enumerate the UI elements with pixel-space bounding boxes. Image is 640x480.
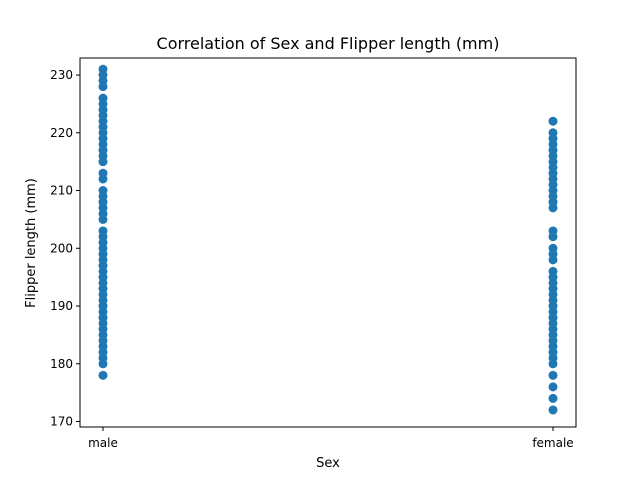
data-point-female-2 bbox=[548, 382, 558, 392]
data-point-male-24 bbox=[98, 226, 108, 236]
x-tick-label-male: male bbox=[88, 436, 118, 450]
data-points bbox=[98, 64, 558, 415]
y-tick-label-200: 200 bbox=[50, 241, 73, 255]
plot-frame bbox=[79, 57, 577, 428]
data-point-female-0 bbox=[548, 405, 558, 415]
y-tick-label-230: 230 bbox=[50, 68, 73, 82]
y-tick-label-170: 170 bbox=[50, 415, 73, 429]
data-point-female-1 bbox=[548, 393, 558, 403]
y-tick-label-190: 190 bbox=[50, 299, 73, 313]
chart-title: Correlation of Sex and Flipper length (m… bbox=[157, 34, 500, 53]
data-point-male-48 bbox=[98, 64, 108, 74]
y-axis-ticks: 170 180 190 200 210 220 230 bbox=[50, 68, 80, 429]
data-point-female-40 bbox=[548, 116, 558, 126]
data-point-male-0 bbox=[98, 370, 108, 380]
y-tick-label-180: 180 bbox=[50, 357, 73, 371]
y-tick-label-210: 210 bbox=[50, 184, 73, 198]
data-point-male-44 bbox=[98, 93, 108, 103]
data-point-female-23 bbox=[548, 243, 558, 253]
data-point-male-30 bbox=[98, 186, 108, 196]
x-tick-label-female: female bbox=[532, 436, 573, 450]
data-point-female-25 bbox=[548, 226, 558, 236]
data-point-female-20 bbox=[548, 266, 558, 276]
y-axis-label: Flipper length (mm) bbox=[24, 178, 39, 308]
x-axis-label: Sex bbox=[316, 456, 340, 471]
y-tick-label-220: 220 bbox=[50, 126, 73, 140]
data-point-male-32 bbox=[98, 168, 108, 178]
data-point-female-39 bbox=[548, 128, 558, 138]
data-point-female-3 bbox=[548, 370, 558, 380]
x-axis-ticks: male female bbox=[88, 427, 574, 450]
